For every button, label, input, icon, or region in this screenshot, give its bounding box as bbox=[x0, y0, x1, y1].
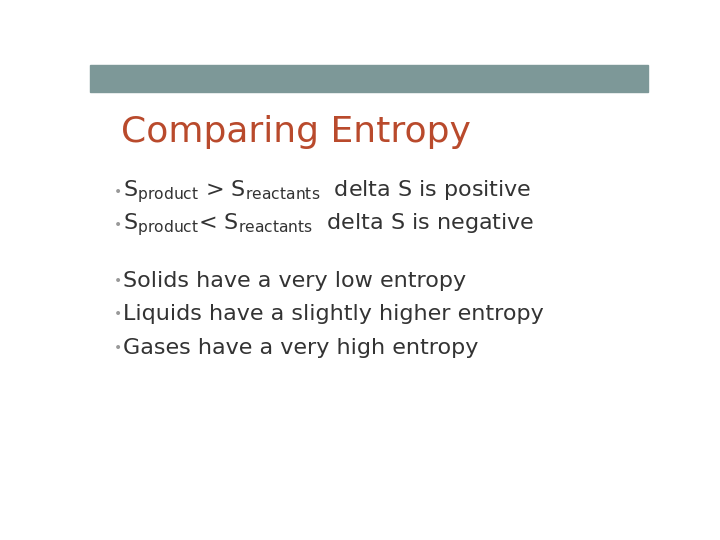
Text: $\mathregular{S_{product}}$ > $\mathregular{S_{reactants}}$  delta S is positive: $\mathregular{S_{product}}$ > $\mathregu… bbox=[124, 178, 532, 205]
Text: Liquids have a slightly higher entropy: Liquids have a slightly higher entropy bbox=[124, 304, 544, 325]
Text: Comparing Entropy: Comparing Entropy bbox=[121, 114, 471, 148]
Text: Solids have a very low entropy: Solids have a very low entropy bbox=[124, 271, 467, 291]
Text: •: • bbox=[114, 185, 122, 199]
Text: •: • bbox=[114, 307, 122, 321]
Text: •: • bbox=[114, 218, 122, 232]
Text: $\mathregular{S_{product}}$< $\mathregular{S_{reactants}}$  delta S is negative: $\mathregular{S_{product}}$< $\mathregul… bbox=[124, 212, 535, 238]
Text: •: • bbox=[114, 274, 122, 288]
Bar bbox=[90, 65, 648, 92]
Text: Gases have a very high entropy: Gases have a very high entropy bbox=[124, 338, 479, 357]
Text: •: • bbox=[114, 341, 122, 355]
